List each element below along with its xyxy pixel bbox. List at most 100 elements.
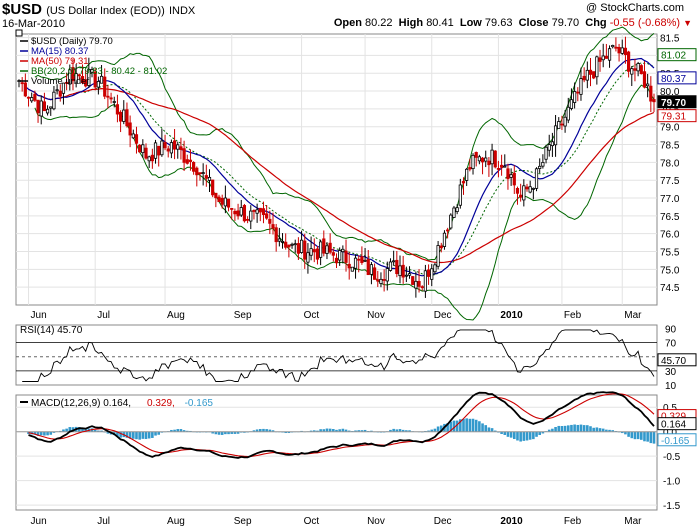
macd-histogram-bar (335, 429, 338, 432)
price-bar-body (636, 63, 640, 72)
macd-histogram-bar (49, 431, 53, 435)
price-bar-body (334, 257, 339, 264)
price-bar-body (388, 261, 393, 271)
symbol: $USD (2, 1, 43, 18)
price-bar-body (344, 250, 348, 263)
macd-legend-entry: MACD(12,26,9) 0.164, (31, 398, 131, 409)
macd-histogram-bar (408, 430, 411, 432)
price-bar-body (617, 46, 621, 54)
macd-histogram-bar (236, 431, 240, 434)
macd-histogram-bar (389, 429, 392, 432)
macd-histogram-bar (519, 431, 522, 442)
price-legend-entry: BB(20,2.0) 79.83 - 80.42 - 81.02 (31, 66, 167, 77)
open-label: Open (333, 17, 362, 29)
macd-histogram-bar (547, 429, 551, 432)
price-bar-body (287, 244, 291, 248)
price-y-tick: 80.0 (660, 87, 680, 98)
macd-x-tick: Jul (97, 516, 110, 527)
macd-histogram-bar (487, 427, 491, 432)
price-bar-body (499, 164, 504, 168)
macd-histogram-bar (179, 429, 183, 432)
price-bar-body (217, 196, 221, 203)
macd-histogram-bar (589, 426, 592, 432)
macd-histogram-bar (563, 425, 567, 432)
price-bar-body (490, 149, 494, 165)
macd-histogram-bar (500, 431, 503, 435)
price-bar-body (633, 68, 637, 71)
price-bar-body (26, 96, 31, 99)
price-bar-body (230, 208, 234, 210)
price-bar-body (290, 243, 294, 246)
price-bar-body (284, 241, 288, 248)
price-bar-body (649, 85, 653, 102)
macd-histogram-bar (338, 429, 341, 432)
price-y-tick: 77.0 (660, 194, 680, 205)
open-value: 80.22 (365, 17, 393, 29)
price-bar-body (601, 55, 605, 61)
price-right-label-box (657, 48, 697, 62)
macd-histogram-bar (233, 431, 237, 434)
macd-histogram-bar (227, 431, 230, 435)
macd-x-tick: Feb (564, 516, 582, 527)
copyright[interactable]: @ StockCharts.com (586, 2, 684, 14)
price-bar-body (182, 148, 186, 163)
macd-histogram-bar (39, 431, 43, 436)
price-bar-body (385, 268, 389, 282)
price-right-label: 81.02 (657, 48, 697, 62)
price-bar-body (258, 207, 262, 213)
macd-histogram-bar (478, 421, 481, 432)
price-bar-body (68, 69, 72, 85)
price-bar-body (557, 121, 561, 129)
macd-histogram-bar (573, 424, 576, 432)
macd-histogram-bar (490, 428, 494, 432)
price-bar-body (595, 56, 599, 78)
price-bar-body (160, 140, 164, 156)
price-right-label-box (657, 109, 697, 123)
chg-value: -0.55 (-0.68%) (609, 17, 681, 29)
rsi-y-tick: 70 (665, 339, 677, 350)
macd-histogram-bar (217, 431, 221, 435)
price-bar-body (512, 172, 516, 186)
price-bar-body (493, 150, 497, 168)
macd-histogram-bar (68, 427, 72, 432)
macd-histogram-bar (147, 431, 151, 439)
price-bar-body (39, 100, 43, 117)
price-bar-body (211, 179, 215, 196)
macd-histogram-bar (554, 427, 557, 432)
macd-histogram-bar (538, 431, 541, 435)
price-bar-body (363, 259, 367, 262)
macd-histogram-bar (81, 428, 84, 432)
price-bar-body (226, 198, 231, 208)
macd-histogram-bar (265, 429, 268, 432)
price-bar-body (525, 186, 529, 190)
price-bar-body (550, 141, 555, 147)
macd-histogram-bar (62, 429, 65, 432)
price-bar-body (579, 78, 583, 95)
price-bar-body (296, 243, 301, 254)
price-bar-body (642, 71, 647, 88)
price-bar-body (93, 71, 97, 88)
price-bar-body (65, 81, 69, 84)
macd-histogram-bar (493, 430, 497, 432)
macd-histogram-bar (652, 431, 656, 444)
macd-signal-line (28, 393, 655, 458)
macd-histogram-bar (627, 431, 630, 437)
price-bar-body (452, 207, 456, 218)
macd-histogram-bar (636, 431, 640, 440)
macd-histogram-bar (516, 431, 519, 441)
macd-histogram-bar (586, 425, 589, 432)
macd-histogram-bar (151, 431, 154, 438)
high-value: 80.41 (426, 17, 454, 29)
price-right-label-text: 79.70 (661, 98, 686, 109)
price-bar-body (179, 146, 183, 150)
price-bar-body (112, 101, 116, 103)
price-bar-body (150, 154, 154, 162)
price-bar-body (20, 82, 24, 85)
price-bar-body (325, 245, 329, 254)
macd-histogram-bar (633, 431, 637, 440)
price-x-tick: Sep (234, 310, 252, 321)
price-y-tick: 75.5 (660, 248, 680, 259)
price-bar-body (245, 218, 250, 221)
price-y-tick: 79.0 (660, 123, 680, 134)
low-label: Low (459, 17, 482, 29)
